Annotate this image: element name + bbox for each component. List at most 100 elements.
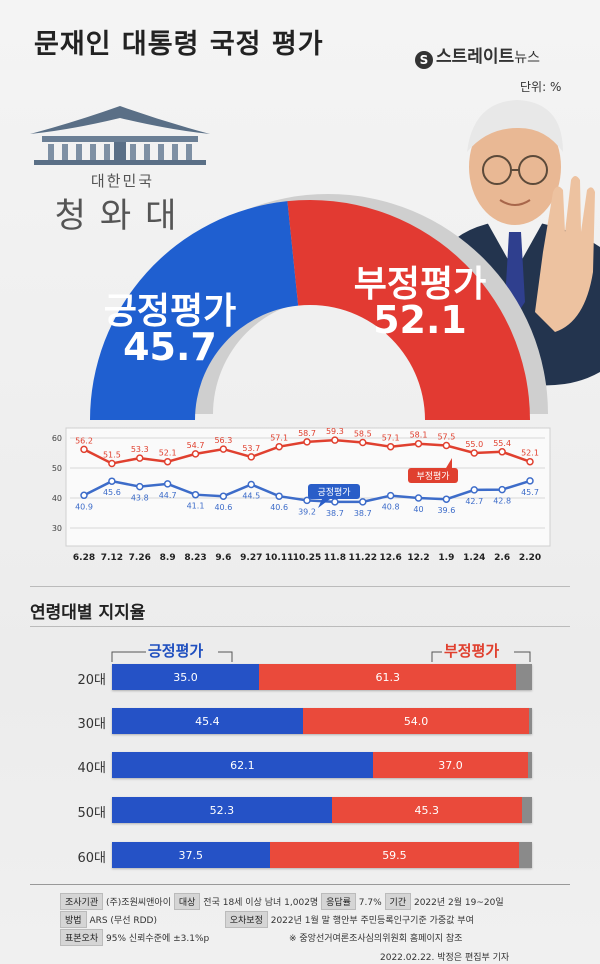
brand-main: 스트레이트 xyxy=(436,47,515,67)
data-point xyxy=(191,490,200,499)
data-label: 57.1 xyxy=(270,434,288,443)
data-label: 58.7 xyxy=(298,429,316,438)
x-tick-label: 10.25 xyxy=(293,553,321,563)
data-point xyxy=(108,459,116,468)
data-point xyxy=(136,482,144,491)
legend-connectors xyxy=(111,651,531,662)
data-label: 58.5 xyxy=(354,430,372,439)
gauge-negative-value: 52.1 xyxy=(373,298,467,342)
data-label: 56.2 xyxy=(75,436,93,445)
x-tick-label: 10.11 xyxy=(265,553,293,563)
data-point xyxy=(498,485,506,494)
data-label: 57.1 xyxy=(382,434,400,443)
age-label: 30대 xyxy=(77,717,106,732)
data-point xyxy=(359,438,367,447)
age-bar-positive: 37.5 xyxy=(112,842,270,868)
age-label: 50대 xyxy=(77,806,106,821)
age-bar-row: 35.0 61.3 xyxy=(112,664,532,690)
data-point xyxy=(331,436,339,444)
data-point xyxy=(163,480,172,488)
x-tick-label: 6.28 xyxy=(73,553,95,563)
section-divider xyxy=(30,586,570,587)
x-tick-label: 7.26 xyxy=(129,553,151,563)
gauge-negative-segment xyxy=(287,200,530,420)
data-label: 54.7 xyxy=(187,441,205,450)
data-point xyxy=(191,450,200,458)
x-tick-label: 11.22 xyxy=(349,553,377,563)
data-label: 44.5 xyxy=(242,492,260,501)
meta-divider xyxy=(30,884,570,885)
data-point xyxy=(470,449,478,457)
data-label: 55.0 xyxy=(465,440,483,449)
age-bar-negative: 45.3 xyxy=(331,797,522,823)
meta-tag-period: 기간 xyxy=(384,893,412,910)
data-point xyxy=(386,491,395,500)
data-point xyxy=(219,492,228,500)
data-label: 44.7 xyxy=(159,491,177,500)
data-label: 38.7 xyxy=(326,509,344,518)
age-bar-negative: 59.5 xyxy=(269,842,520,868)
meta-method: ARS (무선 RDD) xyxy=(89,916,157,926)
meta-tag-response: 응답률 xyxy=(321,893,356,910)
legend-positive: 긍정평가 xyxy=(148,642,204,660)
data-point xyxy=(526,457,534,466)
x-tick-label: 8.23 xyxy=(184,553,206,563)
age-bar-positive: 62.1 xyxy=(112,752,373,778)
data-point xyxy=(163,457,172,466)
data-point xyxy=(414,439,423,448)
data-point xyxy=(275,442,283,451)
y-tick-label: 30 xyxy=(52,524,62,533)
meta-tag-weight: 오차보정 xyxy=(224,911,268,928)
meta-period: 2022년 2월 19~20일 xyxy=(413,898,504,908)
y-tick-label: 50 xyxy=(52,464,62,473)
x-tick-label: 9.6 xyxy=(215,553,231,563)
age-label: 60대 xyxy=(77,851,106,866)
blue-house-sub: 대한민국 xyxy=(90,172,155,190)
age-bar-row: 45.4 54.0 xyxy=(112,708,532,734)
svg-text:긍정평가: 긍정평가 xyxy=(317,487,350,498)
meta-tag-org: 조사기관 xyxy=(60,893,104,910)
x-tick-label: 12.2 xyxy=(407,553,429,563)
x-tick-label: 12.6 xyxy=(380,553,402,563)
meta-tag-target: 대상 xyxy=(173,893,201,910)
age-bar-negative: 37.0 xyxy=(372,752,529,778)
data-label: 45.7 xyxy=(521,488,539,497)
x-tick-label: 9.27 xyxy=(240,553,262,563)
age-bar-positive: 35.0 xyxy=(112,664,259,690)
data-point xyxy=(470,486,478,494)
meta-error: 95% 신뢰수준에 ±3.1%p xyxy=(106,934,210,944)
brand-mark-icon: S xyxy=(415,51,433,69)
age-bar-positive: 45.4 xyxy=(112,708,303,734)
data-label: 40.8 xyxy=(382,503,400,512)
meta-row-2: 방법 ARS (무선 RDD) 오차보정 2022년 1월 말 행안부 주민등록… xyxy=(60,911,474,928)
data-point xyxy=(247,453,255,461)
data-point xyxy=(303,496,311,505)
svg-text:부정평가: 부정평가 xyxy=(416,471,449,482)
age-bar-positive: 52.3 xyxy=(112,797,332,823)
byline: 2022.02.22. 박정은 편집부 기자 xyxy=(380,953,510,963)
data-label: 57.5 xyxy=(437,433,455,442)
legend-negative: 부정평가 xyxy=(444,642,500,660)
gauge-positive-value: 45.7 xyxy=(123,325,217,369)
data-label: 59.3 xyxy=(326,427,344,436)
age-bar-other xyxy=(529,708,532,734)
data-label: 42.7 xyxy=(465,497,483,506)
data-label: 45.6 xyxy=(103,488,121,497)
meta-weight: 2022년 1월 말 행안부 주민등록인구기준 가중값 부여 xyxy=(270,916,474,926)
callout-positive: 긍정평가 xyxy=(308,484,360,508)
data-point xyxy=(414,494,423,502)
data-point xyxy=(303,438,311,446)
x-tick-label: 11.8 xyxy=(324,553,346,563)
meta-org: (주)조원씨앤아이 xyxy=(106,898,171,908)
data-point xyxy=(247,480,255,489)
data-label: 40.6 xyxy=(270,503,288,512)
data-point xyxy=(498,448,506,456)
meta-target: 전국 18세 이상 남녀 1,002명 xyxy=(203,898,319,908)
data-label: 52.1 xyxy=(521,449,539,458)
meta-tag-method: 방법 xyxy=(60,911,87,928)
data-label: 39.2 xyxy=(298,507,316,516)
data-label: 58.1 xyxy=(410,431,428,440)
x-tick-label: 2.6 xyxy=(494,553,510,563)
data-point xyxy=(331,498,339,506)
